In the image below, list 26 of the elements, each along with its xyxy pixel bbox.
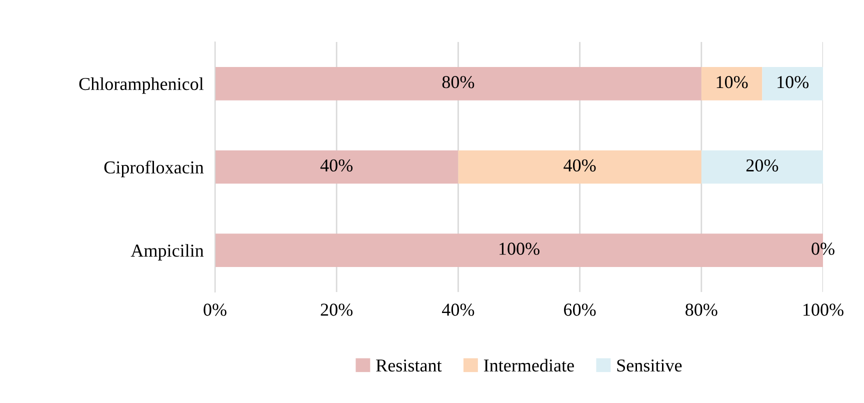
data-label: 0% <box>812 242 834 255</box>
data-label: 100% <box>500 242 540 255</box>
x-tick-label: 60% <box>564 304 596 316</box>
bar <box>215 67 702 100</box>
y-tick-label: Ciprofloxacin <box>104 160 204 178</box>
x-tick-label: 0% <box>204 304 226 316</box>
bar <box>215 150 458 184</box>
x-tick-label: 100% <box>804 304 844 316</box>
bar <box>701 150 823 184</box>
data-label: 80% <box>442 76 474 88</box>
x-tick-label: 40% <box>442 304 474 316</box>
data-label: 40% <box>564 159 596 172</box>
y-tick-label: Chloramphenicol <box>79 77 204 94</box>
x-tick-label: 20% <box>320 304 353 316</box>
data-label: 40% <box>320 159 353 172</box>
bar <box>762 67 823 100</box>
data-label: 10% <box>716 76 748 88</box>
bar <box>458 150 702 184</box>
data-label: 20% <box>746 159 778 172</box>
legend-label: Sensitive <box>617 359 682 372</box>
legend-label: Intermediate <box>484 358 574 372</box>
bar <box>701 67 762 100</box>
x-tick-label: 80% <box>686 304 718 316</box>
data-label: 10% <box>778 76 809 88</box>
y-tick-label: Ampicilin <box>130 244 204 260</box>
legend-label: Resistant <box>376 359 442 372</box>
